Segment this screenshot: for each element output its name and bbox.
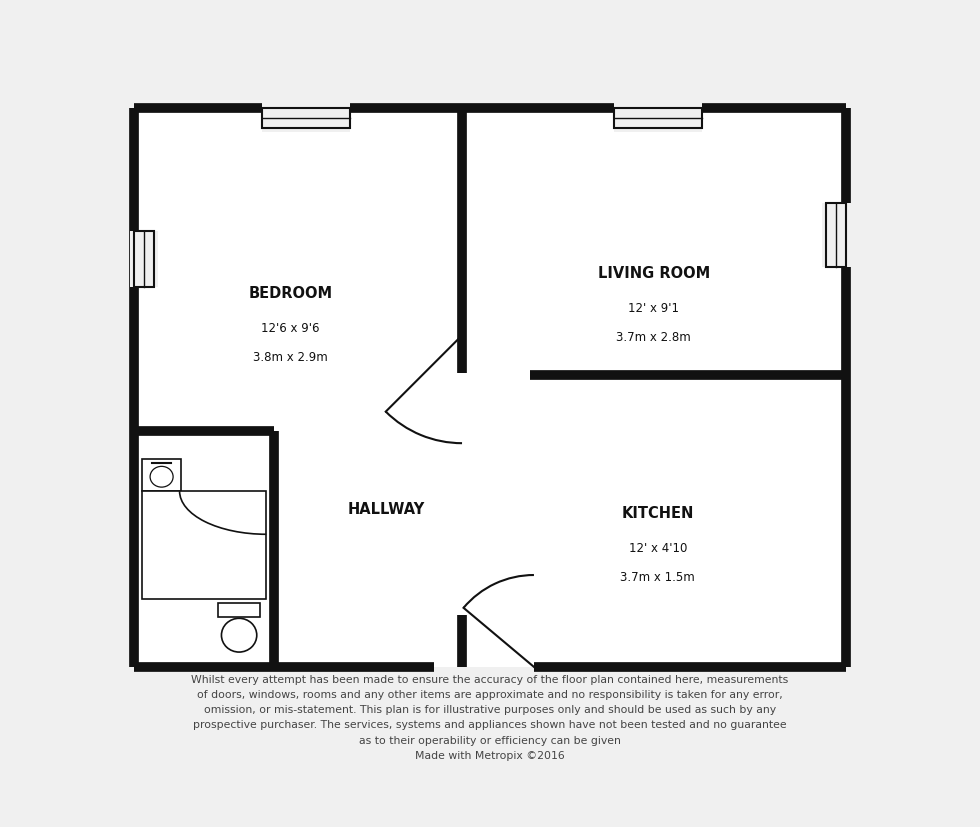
Ellipse shape (150, 466, 173, 488)
Text: HALLWAY: HALLWAY (348, 502, 424, 517)
Bar (134, 108, 846, 667)
Text: 3.8m x 2.9m: 3.8m x 2.9m (253, 351, 327, 364)
Bar (613, 108, 702, 128)
Text: LIVING ROOM: LIVING ROOM (598, 266, 710, 281)
Bar (263, 101, 350, 132)
Bar (130, 232, 159, 288)
Text: 12'6 x 9'6: 12'6 x 9'6 (261, 322, 319, 334)
Text: BEDROOM: BEDROOM (248, 286, 332, 301)
Text: 12' x 9'1: 12' x 9'1 (628, 302, 679, 314)
Text: 3.7m x 2.8m: 3.7m x 2.8m (616, 331, 691, 344)
Bar (613, 101, 702, 132)
Bar (142, 460, 180, 491)
Bar (263, 108, 350, 128)
Bar (134, 232, 155, 288)
Text: 3.7m x 1.5m: 3.7m x 1.5m (620, 571, 695, 583)
Ellipse shape (221, 619, 257, 653)
Text: Whilst every attempt has been made to ensure the accuracy of the floor plan cont: Whilst every attempt has been made to en… (191, 674, 789, 760)
Bar (821, 204, 854, 268)
Bar (142, 491, 267, 600)
Text: KITCHEN: KITCHEN (621, 505, 694, 520)
Bar (825, 204, 846, 268)
Bar (219, 603, 260, 618)
Text: 12' x 4'10: 12' x 4'10 (628, 541, 687, 554)
